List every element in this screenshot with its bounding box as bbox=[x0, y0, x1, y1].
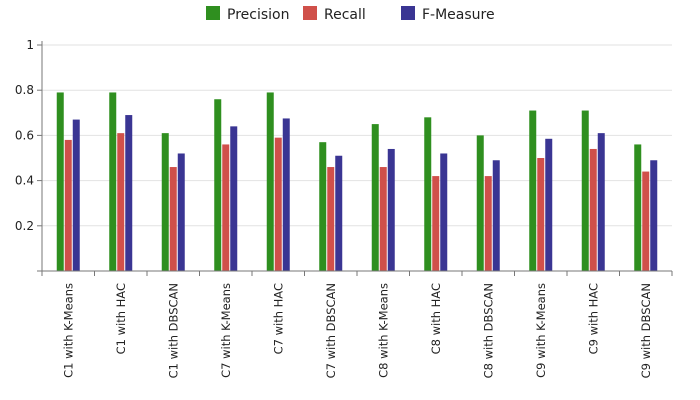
x-category-label: C1 with DBSCAN bbox=[166, 283, 180, 378]
y-tick-label: 0.6 bbox=[15, 128, 34, 142]
x-category-label: C8 with DBSCAN bbox=[481, 283, 495, 378]
bar-precision-10[interactable] bbox=[529, 110, 537, 271]
bar-recall-6[interactable] bbox=[327, 167, 335, 271]
y-tick-label: 1 bbox=[26, 38, 34, 52]
bar-f-measure-10[interactable] bbox=[545, 138, 553, 271]
bar-precision-1[interactable] bbox=[56, 92, 64, 272]
bar-f-measure-11[interactable] bbox=[597, 133, 605, 271]
bar-recall-8[interactable] bbox=[432, 176, 440, 271]
bar-recall-5[interactable] bbox=[274, 137, 282, 271]
bar-recall-4[interactable] bbox=[222, 144, 230, 271]
bar-recall-7[interactable] bbox=[379, 167, 387, 271]
x-category-label: C8 with HAC bbox=[429, 283, 443, 354]
bar-recall-3[interactable] bbox=[169, 167, 177, 271]
y-axis: 0.2 0.4 0.6 0.8 1 bbox=[15, 38, 43, 271]
bar-precision-2[interactable] bbox=[109, 92, 117, 272]
chart-bars bbox=[56, 92, 658, 272]
x-category-label: C7 with K-Means bbox=[219, 283, 233, 378]
bar-precision-9[interactable] bbox=[476, 135, 484, 271]
x-category-label: C9 with K-Means bbox=[534, 283, 548, 378]
bar-recall-9[interactable] bbox=[484, 176, 492, 271]
y-tick-label: 0.4 bbox=[15, 174, 34, 188]
x-axis: C1 with K-Means C1 with HAC C1 with DBSCAN… bbox=[37, 270, 673, 378]
y-tick-label: 0.8 bbox=[15, 83, 34, 97]
bar-f-measure-3[interactable] bbox=[177, 153, 185, 271]
legend-swatch bbox=[401, 6, 415, 20]
chart-legend: Precision Recall F-Measure bbox=[206, 6, 495, 23]
bar-precision-5[interactable] bbox=[266, 92, 274, 272]
bar-precision-6[interactable] bbox=[319, 142, 327, 271]
bar-recall-2[interactable] bbox=[117, 133, 125, 271]
bar-precision-4[interactable] bbox=[214, 99, 222, 272]
legend-label: Recall bbox=[324, 7, 366, 23]
bar-recall-1[interactable] bbox=[64, 139, 72, 271]
bar-precision-12[interactable] bbox=[634, 144, 642, 271]
legend-item-2[interactable]: Recall bbox=[303, 6, 366, 23]
legend-label: Precision bbox=[227, 7, 289, 23]
bar-f-measure-2[interactable] bbox=[125, 115, 133, 271]
bar-f-measure-4[interactable] bbox=[230, 126, 238, 271]
legend-item-3[interactable]: F-Measure bbox=[401, 6, 495, 23]
legend-swatch bbox=[206, 6, 220, 20]
bar-f-measure-9[interactable] bbox=[492, 160, 500, 271]
bar-precision-3[interactable] bbox=[161, 133, 169, 271]
bar-f-measure-8[interactable] bbox=[440, 153, 448, 271]
bar-f-measure-7[interactable] bbox=[387, 148, 395, 271]
x-category-label: C9 with HAC bbox=[586, 283, 600, 354]
bar-precision-8[interactable] bbox=[424, 117, 432, 271]
chart-gridlines bbox=[42, 44, 672, 227]
bar-precision-7[interactable] bbox=[371, 124, 379, 271]
bar-f-measure-1[interactable] bbox=[72, 119, 80, 271]
bar-f-measure-12[interactable] bbox=[650, 160, 658, 271]
bar-recall-10[interactable] bbox=[537, 158, 545, 271]
bar-f-measure-6[interactable] bbox=[335, 155, 343, 271]
bar-f-measure-5[interactable] bbox=[282, 118, 290, 271]
x-category-label: C7 with DBSCAN bbox=[324, 283, 338, 378]
x-category-label: C7 with HAC bbox=[271, 283, 285, 354]
x-category-label: C9 with DBSCAN bbox=[639, 283, 653, 378]
x-category-label: C8 with K-Means bbox=[376, 283, 390, 378]
bar-recall-12[interactable] bbox=[642, 171, 650, 271]
legend-swatch bbox=[303, 6, 317, 20]
x-category-label: C1 with HAC bbox=[114, 283, 128, 354]
y-tick-label: 0.2 bbox=[15, 219, 34, 233]
legend-label: F-Measure bbox=[422, 7, 495, 23]
bar-recall-11[interactable] bbox=[589, 148, 597, 271]
bar-precision-11[interactable] bbox=[581, 110, 589, 271]
x-category-label: C1 with K-Means bbox=[61, 283, 75, 378]
legend-item-1[interactable]: Precision bbox=[206, 6, 289, 23]
